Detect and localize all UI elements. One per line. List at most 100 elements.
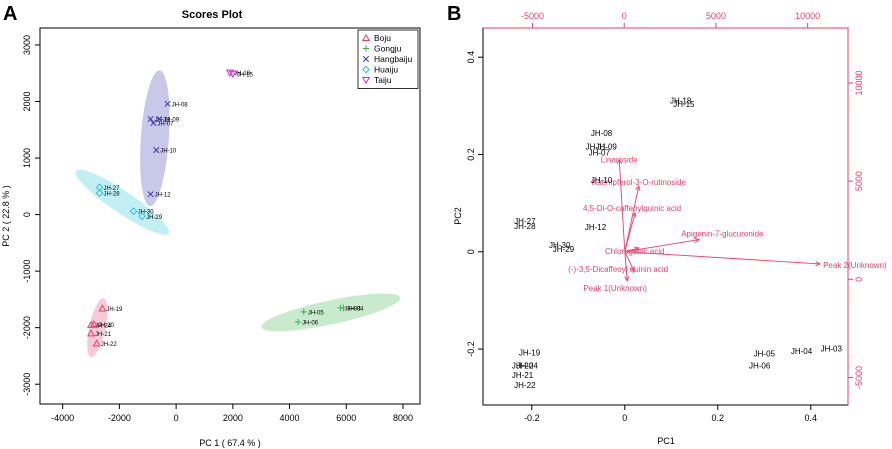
ellipses-layer — [75, 70, 401, 358]
sample-label: JH-15 — [673, 100, 695, 109]
x-tick-label: -2000 — [108, 413, 131, 423]
bottom-tick-label: 0.4 — [805, 413, 818, 423]
left-tick-label: 0.4 — [466, 51, 476, 64]
sample-label: JH-20 — [512, 362, 534, 371]
score-point — [164, 100, 171, 107]
sample-label: JH-08 — [591, 129, 613, 138]
score-point — [340, 304, 347, 312]
panel-b: B -0.2 0 0.2 0.4-0.200.20.4-5000 0 5000 10000-… — [447, 3, 887, 446]
loading-arrowhead — [635, 185, 641, 192]
loading-arrow — [624, 251, 628, 281]
legend-marker — [361, 76, 371, 85]
score-point-label: JH-06 — [302, 321, 319, 327]
x-axis-label: PC 1 ( 67.4 % ) — [199, 438, 261, 448]
confidence-ellipse-hangbaiju — [140, 70, 170, 207]
loading-arrowhead — [616, 158, 623, 165]
score-point-label: JH-15 — [237, 72, 254, 78]
score-point-label: JH-04 — [347, 306, 364, 312]
loading-label: Apigenin-7-glucuronide — [681, 230, 764, 239]
legend-label: Huaiju — [374, 65, 398, 75]
panel-a: A Scores Plot -4000 -2000 0 2000 4000 6000 800… — [1, 3, 421, 448]
x-tick-label: -4000 — [51, 413, 74, 423]
legend-marker — [361, 33, 371, 42]
loading-arrowhead — [624, 276, 630, 282]
score-point-label: JH-18 — [234, 71, 251, 77]
sample-label: JH-05 — [754, 349, 776, 358]
sample-label: JH-28 — [514, 222, 536, 231]
sample-label: JH-12 — [585, 223, 607, 232]
left-tick-label: -0.2 — [466, 341, 476, 357]
bottom-tick-label: 0 — [622, 413, 627, 423]
top-tick-label: 0 — [622, 11, 627, 21]
score-point — [300, 308, 307, 316]
right-tick-label: 5000 — [854, 171, 864, 191]
loading-label: Chlorogenic acid — [605, 247, 665, 256]
score-point-label: JH-28 — [104, 192, 121, 198]
y-tick-label: -3000 — [22, 373, 32, 396]
score-point — [150, 119, 157, 127]
score-point-label: JH-09 — [163, 118, 180, 124]
y-axis-label: PC 2 ( 22.8 % ) — [1, 185, 11, 247]
sample-label: JH-30 — [549, 241, 571, 250]
sample-label: JH-04 — [791, 347, 813, 356]
score-point-label: JH-24 — [95, 323, 112, 329]
y-tick-label: -2000 — [22, 316, 32, 339]
score-point-label: JH-11 — [155, 118, 171, 124]
legend-label: Gongju — [374, 44, 402, 54]
score-point-label: JH-07 — [157, 121, 174, 127]
bottom-tick-label: 0.2 — [712, 413, 725, 423]
sample-label: JH-27 — [514, 217, 536, 226]
y-tick-label: -1000 — [22, 260, 32, 283]
score-point-label: JH-21 — [95, 332, 112, 338]
loading-label: Kaempferol-3-O-rutinoside — [592, 178, 687, 187]
x-tick-label: 2000 — [223, 413, 243, 423]
score-point — [86, 320, 96, 328]
score-point — [147, 115, 154, 123]
sample-label: JH-03 — [821, 344, 843, 353]
loading-arrowhead — [633, 246, 640, 252]
score-point-label: JH-29 — [146, 215, 163, 221]
score-point-label: JH-10 — [160, 149, 177, 155]
x-tick-label: 0 — [174, 413, 179, 423]
confidence-ellipse-boju — [87, 298, 108, 358]
loading-arrow — [624, 186, 640, 252]
score-point — [86, 329, 96, 337]
right-tick-label: -5000 — [854, 366, 864, 389]
sample-label: JH-09 — [596, 143, 618, 152]
score-point-label: JH-03 — [345, 306, 362, 312]
score-point — [225, 69, 235, 77]
plot-area-frame — [39, 27, 421, 405]
loading-arrowhead — [815, 261, 822, 267]
sample-label: JH-18 — [670, 96, 692, 105]
score-point-label: JH-08 — [172, 102, 189, 108]
sample-label: JH-06 — [749, 362, 771, 371]
loading-label: Peak 1(Unknown) — [583, 284, 647, 293]
score-point-label: JH-22 — [101, 342, 118, 348]
loading-arrowhead — [631, 211, 637, 218]
score-point — [153, 147, 160, 154]
x-tick-label: 8000 — [393, 413, 413, 423]
top-tick-label: 10000 — [795, 11, 820, 21]
legend-label: Boju — [374, 33, 391, 43]
legend-label: Taiju — [374, 75, 392, 85]
loading-label: Linaroside — [601, 155, 638, 164]
loading-label: Peak 2(Unknown) — [823, 261, 887, 270]
score-point-label: JH-05 — [308, 310, 325, 316]
biplot-y-axis-label: PC2 — [453, 207, 463, 225]
score-point — [129, 207, 138, 216]
biplot-x-axis-label: PC1 — [657, 436, 675, 446]
loading-arrow — [624, 251, 821, 265]
score-point — [156, 115, 163, 123]
loading-arrow — [624, 212, 636, 252]
right-tick-label: 0 — [854, 277, 864, 282]
sample-label: JH-21 — [512, 371, 534, 380]
loading-label: (-)-3,5-Dicaffeoyl quinin acid — [568, 265, 668, 274]
y-tick-label: 2000 — [22, 91, 32, 111]
loading-arrow — [624, 247, 639, 253]
score-point — [95, 189, 104, 198]
loading-arrowhead — [629, 266, 635, 273]
sample-label: JH-07 — [589, 148, 611, 157]
